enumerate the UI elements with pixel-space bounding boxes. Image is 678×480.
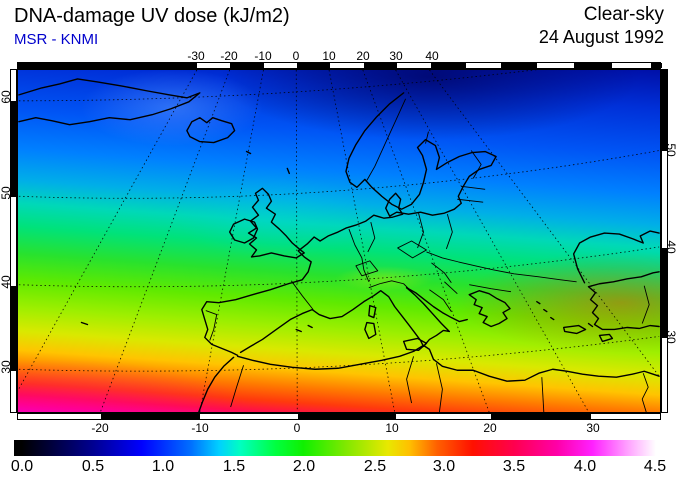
colorbar-label: 3.5 xyxy=(502,458,526,475)
border-segment xyxy=(230,63,264,68)
africa-north-coast xyxy=(236,344,660,382)
top-axis-label: 20 xyxy=(356,49,370,63)
border-segment xyxy=(662,70,667,151)
map-border-right xyxy=(661,69,668,413)
colorbar-label: 4.0 xyxy=(573,458,597,475)
border-segment xyxy=(11,101,16,197)
country-borders xyxy=(205,98,650,412)
top-axis-label: 10 xyxy=(322,49,336,63)
colorbar-label: 0.0 xyxy=(10,458,34,475)
great-britain-coast xyxy=(247,187,305,259)
greece-coast xyxy=(468,290,511,328)
turkey-north-coast xyxy=(587,271,660,288)
map-border-top xyxy=(17,62,662,69)
ireland-coast xyxy=(228,218,259,244)
sicily-coast xyxy=(402,337,428,352)
colorbar-label: 2.0 xyxy=(292,458,316,475)
colorbar-label: 1.0 xyxy=(151,458,175,475)
border-segment xyxy=(101,414,200,419)
graticule xyxy=(18,70,660,412)
turkey-west-south-coast xyxy=(587,286,660,331)
iceland-coast xyxy=(186,117,236,144)
map-border-left xyxy=(10,69,17,413)
border-segment xyxy=(431,63,466,68)
mainland-coast-north xyxy=(201,92,497,357)
sardinia-coast xyxy=(364,321,377,340)
top-axis-label: 40 xyxy=(425,49,439,63)
coastline-paths xyxy=(18,78,660,412)
border-segment xyxy=(18,63,197,68)
border-segment xyxy=(11,286,16,371)
top-axis-label: 0 xyxy=(292,49,300,63)
map-canvas xyxy=(17,69,661,413)
morocco-atlantic-coast xyxy=(198,356,235,412)
date-label: 24 August 1992 xyxy=(538,27,664,47)
top-axis-label: -10 xyxy=(254,49,272,63)
colorbar-label: 3.0 xyxy=(432,458,456,475)
mediterranean-north-coast xyxy=(239,287,451,354)
colorbar-label: 0.5 xyxy=(81,458,105,475)
bottom-axis-label: -10 xyxy=(191,421,209,435)
crete-coast xyxy=(562,324,587,335)
border-segment xyxy=(491,414,591,419)
bottom-axis-label: 30 xyxy=(586,421,600,435)
border-segment xyxy=(297,63,330,68)
page-title: DNA-damage UV dose (kJ/m2) xyxy=(14,5,290,27)
top-axis-label: -20 xyxy=(220,49,238,63)
border-segment xyxy=(298,414,396,419)
border-segment xyxy=(662,248,667,338)
colorbar-label: 2.5 xyxy=(363,458,387,475)
colorbar xyxy=(14,440,663,456)
border-segment xyxy=(651,63,662,68)
source-label: MSR - KNMI xyxy=(14,31,99,48)
black-sea-coast xyxy=(572,230,660,284)
map-border-bottom xyxy=(17,413,661,420)
border-segment xyxy=(574,63,612,68)
greenland-coast xyxy=(18,78,201,126)
balkan-coast xyxy=(405,287,468,323)
uv-dose-field-detail xyxy=(18,70,660,412)
condition-label: Clear-sky xyxy=(583,4,664,25)
top-axis-label: 30 xyxy=(389,49,403,63)
bottom-axis-label: -20 xyxy=(91,421,109,435)
bottom-axis-label: 10 xyxy=(385,421,399,435)
colorbar-label: 1.5 xyxy=(222,458,246,475)
border-segment xyxy=(364,63,397,68)
bottom-axis-label: 0 xyxy=(293,421,301,435)
cyprus-coast xyxy=(598,333,614,343)
bottom-axis-label: 20 xyxy=(483,421,497,435)
coastlines-svg xyxy=(18,70,660,412)
small-islands xyxy=(80,150,594,333)
colorbar-label: 4.5 xyxy=(643,458,667,475)
corsica-coast xyxy=(368,304,377,319)
border-segment xyxy=(501,63,537,68)
top-axis-label: -30 xyxy=(187,49,205,63)
